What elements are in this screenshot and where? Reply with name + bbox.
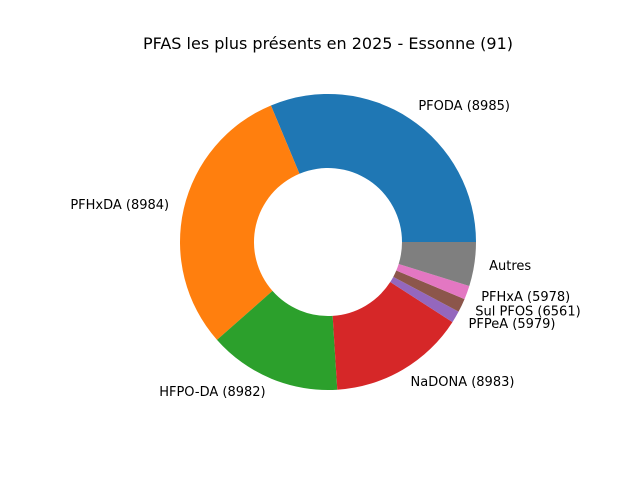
slice-label-1: PFHxDA (8984) — [70, 198, 169, 213]
slice-label-4: PFPeA (5979) — [469, 317, 556, 332]
donut-slice-3 — [332, 282, 453, 390]
slice-labels: PFODA (8985) PFHxDA (8984) HFPO-DA (8982) N… — [70, 99, 580, 400]
slice-label-3: NaDONA (8983) — [411, 375, 515, 390]
donut-slice-7 — [398, 242, 476, 286]
donut-slices — [180, 94, 476, 390]
chart-title: PFAS les plus présents en 2025 - Essonne… — [143, 34, 513, 53]
slice-label-2: HFPO-DA (8982) — [159, 385, 265, 400]
donut-slice-4 — [390, 276, 459, 323]
donut-slice-2 — [216, 290, 338, 390]
donut-slice-0 — [270, 94, 476, 242]
donut-slice-1 — [180, 105, 300, 340]
donut-slice-6 — [396, 263, 470, 300]
donut-slice-5 — [393, 270, 465, 312]
slice-label-5: Sul PFOS (6561) — [475, 304, 580, 319]
slice-label-0: PFODA (8985) — [418, 99, 510, 114]
slice-label-7: Autres — [489, 259, 531, 274]
slice-label-6: PFHxA (5978) — [481, 290, 570, 305]
